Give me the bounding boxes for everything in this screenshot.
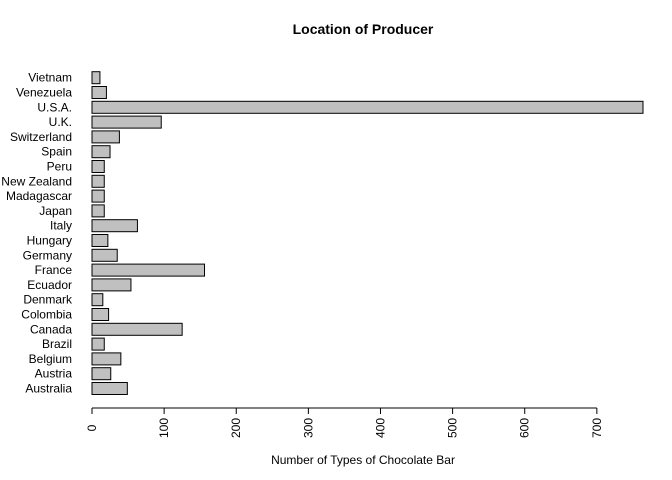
y-tick-label-austria: Austria [35, 367, 73, 381]
y-tick-label-japan: Japan [39, 204, 72, 218]
x-tick-label-500: 500 [446, 418, 460, 438]
y-tick-label-colombia: Colombia [21, 308, 72, 322]
bar-colombia [91, 308, 110, 321]
x-tick-label-300: 300 [301, 418, 315, 438]
y-tick-label-denmark: Denmark [23, 293, 73, 307]
y-tick-label-venezuela: Venezuela [16, 86, 72, 100]
y-tick-label-hungary: Hungary [27, 234, 72, 248]
bar-ecuador [91, 278, 132, 292]
bar-denmark [91, 293, 104, 307]
bar-u-s-a [91, 100, 644, 114]
y-tick-label-spain: Spain [41, 145, 72, 159]
x-tick-label-600: 600 [518, 418, 532, 438]
y-tick-label-madagascar: Madagascar [6, 189, 72, 203]
x-tick-label-0: 0 [85, 424, 99, 431]
bar-hungary [91, 234, 109, 247]
bar-austria [91, 367, 112, 381]
bar-madagascar [91, 189, 105, 203]
y-tick-label-france: France [35, 263, 73, 277]
bar-brazil [91, 337, 105, 351]
bar-france [91, 263, 206, 277]
y-tick-label-switzerland: Switzerland [10, 130, 72, 144]
chart-title: Location of Producer [293, 21, 434, 37]
y-tick-label-australia: Australia [25, 382, 72, 396]
bar-australia [91, 382, 128, 395]
y-tick-label-u-s-a: U.S.A. [37, 100, 72, 114]
x-tick-label-700: 700 [590, 418, 604, 438]
bar-canada [91, 322, 183, 336]
y-tick-label-canada: Canada [30, 322, 72, 336]
x-axis: 0 100 200 300 400 500 600 700 [85, 407, 604, 438]
x-axis-label: Number of Types of Chocolate Bar [271, 453, 455, 467]
y-tick-label-germany: Germany [23, 248, 72, 262]
x-tick-label-100: 100 [157, 418, 171, 438]
bar-vietnam [91, 71, 101, 85]
bar-u-k [91, 115, 162, 129]
y-tick-label-italy: Italy [50, 219, 72, 233]
bar-new-zealand [91, 174, 105, 188]
bar-spain [91, 145, 111, 159]
x-tick-label-200: 200 [229, 418, 243, 438]
bar-belgium [91, 352, 122, 366]
y-tick-label-belgium: Belgium [29, 352, 72, 366]
bar-peru [91, 160, 105, 173]
y-tick-label-brazil: Brazil [42, 337, 72, 351]
bar-italy [91, 219, 138, 233]
y-tick-labels: AustraliaAustriaBelgiumBrazilCanadaColom… [1, 71, 73, 396]
y-tick-label-vietnam: Vietnam [28, 71, 72, 85]
bar-venezuela [91, 86, 107, 99]
y-tick-label-peru: Peru [47, 160, 72, 174]
x-tick-label-400: 400 [373, 418, 387, 438]
y-tick-label-u-k: U.K. [49, 115, 72, 129]
bars-group [91, 71, 644, 395]
y-tick-label-new-zealand: New Zealand [1, 174, 72, 188]
bar-japan [91, 204, 105, 218]
bar-switzerland [91, 130, 120, 144]
bar-germany [91, 248, 118, 262]
y-tick-label-ecuador: Ecuador [27, 278, 72, 292]
